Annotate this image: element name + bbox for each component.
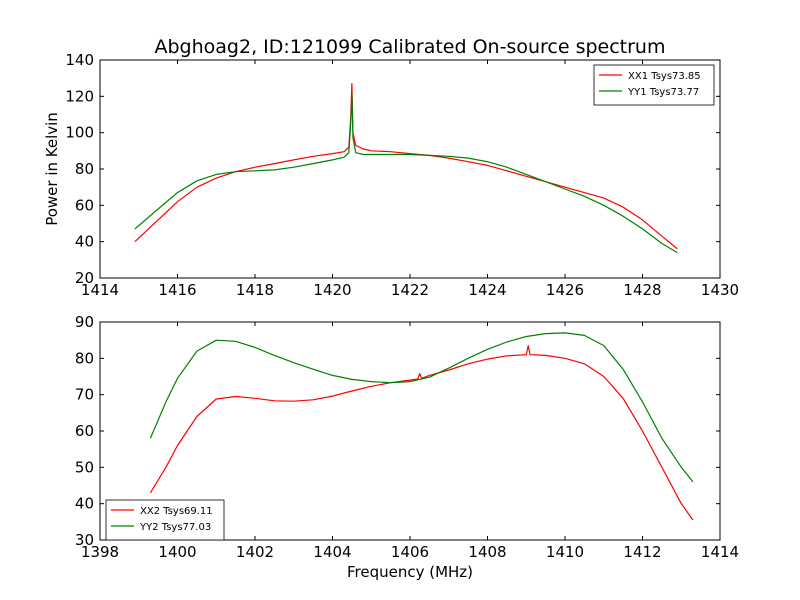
x-tick-label: 1418 bbox=[236, 281, 274, 299]
x-tick-label: 1422 bbox=[391, 281, 429, 299]
x-tick-label: 1416 bbox=[158, 281, 196, 299]
legend-label: XX2 Tsys69.11 bbox=[140, 506, 213, 517]
series-line-1-2 bbox=[134, 93, 678, 254]
y-axis-label: Power in Kelvin bbox=[43, 112, 61, 226]
x-tick-label: 1420 bbox=[313, 281, 351, 299]
legend-box bbox=[105, 499, 225, 541]
series-line-1-1 bbox=[134, 83, 678, 250]
chart-title: Abghoag2, ID:121099 Calibrated On-source… bbox=[155, 36, 666, 58]
x-tick-label: 1414 bbox=[81, 281, 119, 299]
y-tick-label: 20 bbox=[75, 269, 94, 287]
y-tick-label: 90 bbox=[75, 313, 94, 331]
x-tick-label: 1426 bbox=[546, 281, 584, 299]
y-tick-label: 140 bbox=[65, 51, 94, 69]
x-tick-label: 1424 bbox=[468, 281, 506, 299]
x-tick-label: 1414 bbox=[701, 543, 739, 561]
y-tick-label: 80 bbox=[75, 160, 94, 178]
y-tick-label: 60 bbox=[75, 422, 94, 440]
y-tick-label: 100 bbox=[65, 124, 94, 142]
x-tick-label: 1428 bbox=[623, 281, 661, 299]
y-tick-label: 70 bbox=[75, 386, 94, 404]
x-tick-label: 1402 bbox=[236, 543, 274, 561]
legend-label: YY2 Tsys77.03 bbox=[139, 522, 211, 533]
x-tick-label: 1398 bbox=[81, 543, 119, 561]
x-tick-label: 1430 bbox=[701, 281, 739, 299]
y-tick-label: 80 bbox=[75, 349, 94, 367]
y-tick-label: 30 bbox=[75, 531, 94, 549]
x-tick-label: 1410 bbox=[546, 543, 584, 561]
y-tick-label: 120 bbox=[65, 87, 94, 105]
x-tick-label: 1408 bbox=[468, 543, 506, 561]
legend-label: YY1 Tsys73.77 bbox=[627, 87, 699, 98]
y-tick-label: 40 bbox=[75, 233, 94, 251]
series-line-2-2 bbox=[149, 332, 694, 483]
x-tick-label: 1406 bbox=[391, 543, 429, 561]
legend-box bbox=[593, 64, 715, 106]
x-tick-label: 1400 bbox=[158, 543, 196, 561]
y-tick-label: 50 bbox=[75, 458, 94, 476]
legend-label: XX1 Tsys73.85 bbox=[628, 71, 701, 82]
bottom-panel: 1398 1400 1402 1404 1406 1408 1410 1412 1414 30 40… bbox=[75, 313, 739, 561]
y-tick-label: 60 bbox=[75, 196, 94, 214]
top-panel: 1414 1416 1418 1420 1422 1424 1426 1428 1430 20 40… bbox=[65, 51, 739, 299]
y-tick-label: 40 bbox=[75, 495, 94, 513]
x-axis-label: Frequency (MHz) bbox=[347, 563, 473, 581]
x-tick-label: 1404 bbox=[313, 543, 351, 561]
series-line-2-1 bbox=[149, 345, 694, 521]
x-tick-label: 1412 bbox=[623, 543, 661, 561]
